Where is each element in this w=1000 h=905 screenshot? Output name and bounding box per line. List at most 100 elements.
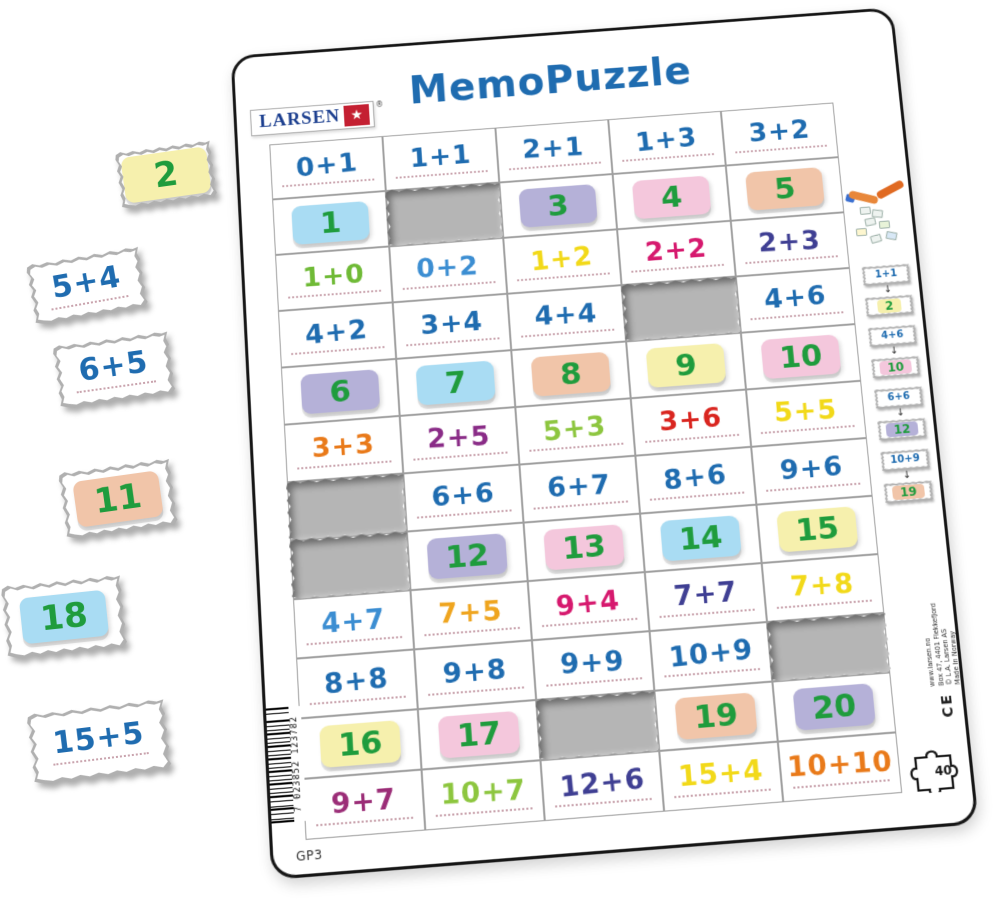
example-pair: 4+6 ↓ 10 [864, 324, 925, 379]
puzzle-piece-problem[interactable]: 6+7 [519, 455, 641, 523]
example-pair: 1+1 ↓ 2 [858, 263, 918, 317]
puzzle-piece-answer[interactable]: 16 [299, 709, 422, 779]
puzzle-piece-problem[interactable]: 3+6 [630, 389, 752, 456]
example-pair: 10+9 ↓ 19 [876, 448, 937, 504]
puzzle-piece-problem[interactable]: 2+2 [617, 220, 736, 286]
puzzle-piece-problem[interactable]: 7+8 [761, 554, 885, 623]
problem-text: 3+3 [310, 428, 376, 464]
puzzle-piece-answer[interactable]: 5 [725, 157, 845, 221]
problem-text: 3+2 [747, 114, 812, 149]
problem-text: 2+3 [757, 224, 823, 259]
puzzle-piece-answer[interactable]: 7 [396, 350, 516, 416]
problem-text: 7+7 [672, 575, 739, 613]
puzzle-piece-answer[interactable]: 10 [740, 324, 862, 390]
puzzle-piece-answer[interactable]: 12 [406, 522, 528, 591]
puzzle-piece-problem[interactable]: 2+3 [730, 212, 850, 277]
puzzle-piece-answer[interactable]: 1 [272, 190, 390, 256]
puzzle-piece-problem[interactable]: 7+7 [644, 563, 767, 632]
empty-piece-slot[interactable] [536, 691, 659, 760]
puzzle-piece-problem[interactable]: 9+6 [751, 437, 873, 505]
down-arrow-icon: ↓ [883, 284, 893, 296]
puzzle-piece-problem[interactable]: 9+7 [302, 769, 426, 840]
loose-puzzle-piece[interactable]: 2 [114, 140, 217, 211]
puzzle-piece-answer[interactable]: 20 [772, 672, 897, 742]
answer-number-tile: 6 [300, 368, 381, 415]
puzzle-piece-problem[interactable]: 4+6 [735, 267, 856, 333]
manufacturer-info: CE www.larsen.no Box 47, 4401 Flekkefjor… [915, 578, 972, 744]
puzzle-piece-answer[interactable]: 3 [499, 174, 618, 238]
problem-text: 9+4 [554, 583, 622, 623]
puzzle-grid: 0+1 1+1 2+1 1+3 3+2 1 3 4 5 1+0 0+2 1+2 2+2 2+3 4+2 3+4… [269, 102, 903, 840]
puzzle-piece-answer[interactable]: 19 [654, 681, 778, 751]
answer-number-tile: 3 [518, 183, 598, 229]
loose-puzzle-piece[interactable]: 5+4 [25, 246, 148, 327]
problem-text: 1+0 [301, 258, 366, 294]
puzzle-piece-problem[interactable]: 8+6 [635, 446, 757, 514]
problem-text: 2+1 [522, 131, 586, 165]
answer-number-tile: 14 [659, 514, 742, 562]
empty-piece-slot[interactable] [622, 277, 741, 342]
puzzle-piece-problem[interactable]: 6+6 [403, 464, 524, 532]
puzzle-piece-problem[interactable]: 5+5 [745, 380, 867, 447]
hole-gray-fill [766, 612, 891, 683]
tiny-puzzle-piece-icon [869, 233, 883, 244]
puzzle-piece-problem[interactable]: 3+3 [283, 415, 404, 483]
puzzle-piece-problem[interactable]: 2+1 [495, 119, 613, 183]
hole-gray-fill [385, 181, 505, 247]
answer-number-tile: 11 [72, 470, 164, 528]
problem-text: 10+7 [439, 773, 527, 811]
puzzle-piece-answer[interactable]: 15 [756, 495, 879, 564]
loose-puzzle-piece[interactable]: 11 [58, 458, 178, 541]
puzzle-piece-problem[interactable]: 4+2 [277, 302, 397, 368]
puzzle-piece-answer[interactable]: 17 [417, 699, 541, 770]
empty-piece-slot[interactable] [287, 473, 407, 540]
puzzle-piece-problem[interactable]: 7+5 [410, 581, 532, 650]
puzzle-piece-problem[interactable]: 4+4 [507, 285, 627, 351]
answer-number-tile: 12 [426, 532, 508, 580]
puzzle-piece-problem[interactable]: 1+3 [608, 110, 726, 175]
puzzle-piece-answer[interactable]: 8 [511, 341, 631, 408]
puzzle-piece-problem[interactable]: 10+9 [649, 622, 773, 691]
puzzle-piece-problem[interactable]: 3+2 [720, 102, 839, 166]
problem-text: 7+8 [789, 567, 856, 603]
puzzle-piece-problem[interactable]: 2+5 [399, 407, 520, 474]
puzzle-piece-problem[interactable]: 1+1 [382, 127, 500, 191]
hole-gray-fill [286, 472, 408, 541]
puzzle-piece-problem[interactable]: 5+3 [515, 398, 636, 465]
puzzle-piece-problem[interactable]: 1+0 [275, 246, 393, 312]
puzzle-piece-answer[interactable]: 14 [640, 504, 762, 573]
answer-number-tile: 15 [776, 505, 859, 553]
example-problem-piece: 1+1 [862, 263, 911, 286]
empty-piece-slot[interactable] [767, 613, 890, 682]
loose-puzzle-piece[interactable]: 6+5 [52, 330, 176, 410]
puzzle-piece-problem[interactable]: 10+7 [421, 760, 545, 831]
puzzle-piece-problem[interactable]: 9+8 [414, 640, 537, 710]
puzzle-piece-answer[interactable]: 6 [280, 358, 400, 425]
empty-piece-slot[interactable] [386, 183, 503, 247]
problem-text: 9+7 [330, 782, 398, 821]
puzzle-piece-problem[interactable]: 0+2 [389, 237, 508, 303]
puzzle-piece-answer[interactable]: 13 [523, 513, 645, 582]
puzzle-piece-problem[interactable]: 8+8 [296, 649, 418, 719]
puzzle-piece-problem[interactable]: 1+2 [503, 229, 622, 294]
loose-puzzle-piece[interactable]: 18 [0, 574, 127, 660]
puzzle-piece-problem[interactable]: 15+4 [659, 741, 784, 812]
puzzle-piece-problem[interactable]: 12+6 [540, 750, 665, 822]
down-arrow-icon: ↓ [889, 345, 899, 357]
larsen-logo-text: LARSEN [258, 106, 341, 132]
puzzle-piece-problem[interactable]: 3+4 [392, 293, 512, 359]
puzzle-piece-problem[interactable]: 10+10 [777, 732, 903, 803]
puzzle-piece-problem[interactable]: 9+9 [531, 631, 655, 700]
puzzle-piece-problem[interactable]: 0+1 [269, 136, 386, 200]
puzzle-piece-answer[interactable]: 4 [612, 165, 731, 230]
tiny-puzzle-piece-icon [859, 206, 872, 215]
loose-puzzle-piece[interactable]: 15+5 [26, 698, 172, 786]
puzzle-piece-problem[interactable]: 9+4 [527, 572, 650, 641]
problem-text: 2+2 [643, 232, 709, 268]
problem-text: 2+5 [426, 420, 492, 455]
puzzle-piece-problem[interactable]: 4+7 [293, 590, 415, 659]
puzzle-piece-answer[interactable]: 9 [626, 332, 746, 399]
empty-piece-slot[interactable] [290, 532, 410, 600]
problem-text: 4+2 [304, 313, 370, 351]
